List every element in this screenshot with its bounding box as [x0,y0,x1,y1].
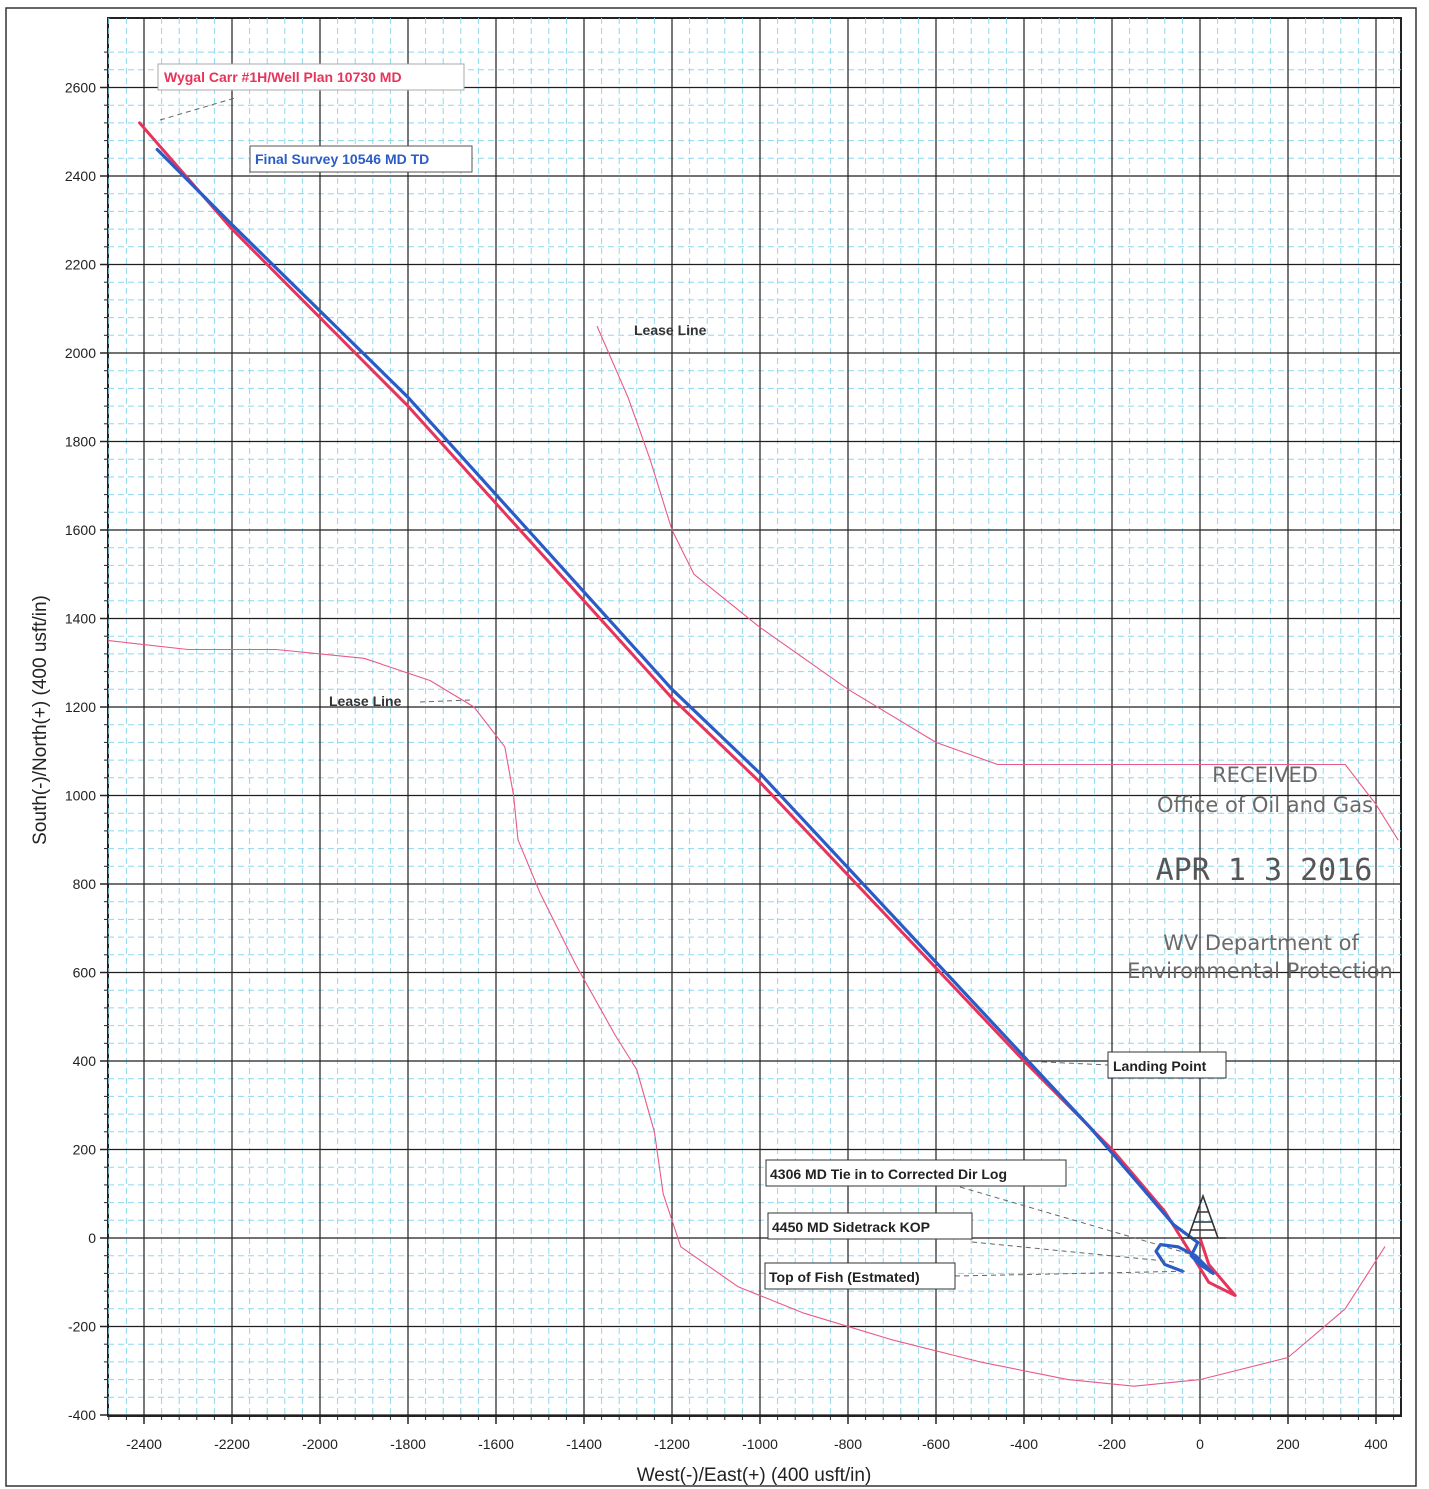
landing-point-box: Landing Point [1107,1051,1227,1079]
landing-point-label: Landing Point [1113,1058,1207,1074]
drilling-rig-icon [1181,1193,1226,1239]
series-line-4 [108,640,1386,1387]
y-tick-label: 400 [73,1053,97,1069]
x-tick-label: -400 [1010,1436,1038,1452]
x-tick-label: -800 [834,1436,862,1452]
y-tick-label: 2400 [65,168,96,184]
y-tick-label: -200 [68,1319,96,1335]
plot-frame [107,17,1402,1417]
y-tick-label: 1400 [65,611,96,627]
axis-ticks: -2400 -2200 -2000 -1800 -1600 -1400 -1200 -1000… [65,51,1395,1452]
x-tick-label: -1400 [566,1436,602,1452]
survey-label-box: Final Survey 10546 MD TD [249,145,473,173]
stamp-date: APR 1 3 2016 [1156,853,1373,888]
x-tick-label: -1200 [654,1436,690,1452]
stamp-environmental: Environmental Protection [1127,959,1393,983]
y-tick-label: 800 [73,876,97,892]
x-axis-title: West(-)/East(+) (400 usft/in) [637,1465,872,1486]
y-tick-label: 1600 [65,522,96,538]
y-tick-label: 2000 [65,345,96,361]
series-layer [108,121,1399,1387]
y-tick-label: 1200 [65,699,96,715]
received-stamp: RECEIVED Office of Oil and Gas APR 1 3 2… [1127,763,1393,983]
y-tick-label: 0 [88,1230,96,1246]
x-tick-label: 0 [1196,1436,1204,1452]
stamp-department: WV Department of [1163,931,1359,955]
lease-line-label-lower: Lease Line [329,693,402,709]
y-tick-label: 1800 [65,434,96,450]
tie-in-box: 4306 MD Tie in to Corrected Dir Log [765,1159,1067,1187]
x-tick-label: 200 [1276,1436,1300,1452]
leader-line [159,97,236,121]
leader-line [971,1241,1179,1263]
page-frame [5,7,1417,1487]
x-tick-label: 400 [1364,1436,1388,1452]
x-tick-label: -200 [1098,1436,1126,1452]
stamp-office: Office of Oil and Gas [1157,793,1373,817]
top-of-fish-label: Top of Fish (Estmated) [769,1269,920,1285]
x-tick-label: -2200 [214,1436,250,1452]
y-tick-label: 200 [73,1142,97,1158]
x-tick-label: -2000 [302,1436,338,1452]
top-of-fish-box: Top of Fish (Estmated) [764,1262,956,1290]
y-tick-label: 2600 [65,80,96,96]
leader-lines [159,97,1196,1277]
y-axis-title: South(-)/North(+) (400 usft/in) [30,595,51,845]
sidetrack-box: 4450 MD Sidetrack KOP [767,1212,973,1240]
y-tick-label: 1000 [65,788,96,804]
x-tick-label: -2400 [126,1436,162,1452]
series-line-3 [596,325,1399,841]
y-tick-label: -400 [68,1407,96,1423]
x-tick-label: -1000 [742,1436,778,1452]
survey-label: Final Survey 10546 MD TD [255,151,429,167]
x-tick-label: -1800 [390,1436,426,1452]
y-tick-label: 600 [73,965,97,981]
leader-line [954,1270,1187,1277]
lease-line-label-upper: Lease Line [634,322,707,338]
x-tick-label: -600 [922,1436,950,1452]
stamp-received: RECEIVED [1212,763,1318,787]
series-line-2 [155,147,1215,1275]
sidetrack-label: 4450 MD Sidetrack KOP [772,1219,930,1235]
leader-line [959,1186,1196,1257]
plan-label: Wygal Carr #1H/Well Plan 10730 MD [164,69,402,85]
plan-label-box: Wygal Carr #1H/Well Plan 10730 MD [157,63,465,91]
tie-in-label: 4306 MD Tie in to Corrected Dir Log [770,1166,1007,1182]
y-tick-label: 2200 [65,257,96,273]
x-tick-label: -1600 [478,1436,514,1452]
